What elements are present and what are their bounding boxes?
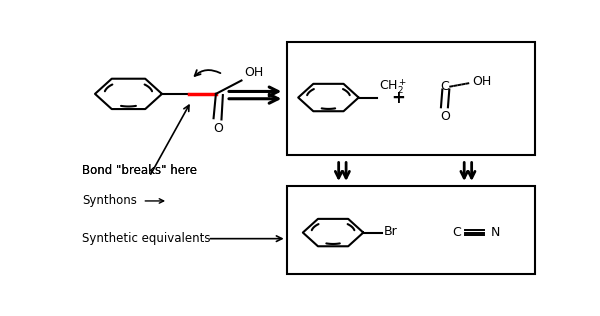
- Text: OH: OH: [473, 75, 492, 88]
- FancyArrowPatch shape: [194, 70, 220, 76]
- Text: Br: Br: [384, 225, 398, 238]
- Text: O: O: [440, 110, 450, 123]
- FancyBboxPatch shape: [287, 42, 535, 155]
- Text: N: N: [491, 226, 500, 239]
- Text: O: O: [213, 122, 223, 135]
- Text: OH: OH: [244, 66, 263, 79]
- Text: Synthetic equivalents: Synthetic equivalents: [82, 232, 211, 245]
- Text: C: C: [440, 80, 449, 93]
- Text: +: +: [391, 88, 405, 106]
- Text: Synthons: Synthons: [82, 194, 137, 207]
- Text: Bond "breaks" here: Bond "breaks" here: [82, 164, 197, 177]
- Text: C: C: [452, 226, 461, 239]
- Text: Bond "breaks" here: Bond "breaks" here: [82, 164, 197, 177]
- FancyBboxPatch shape: [287, 186, 535, 274]
- Text: CH$_2^+$: CH$_2^+$: [379, 77, 407, 96]
